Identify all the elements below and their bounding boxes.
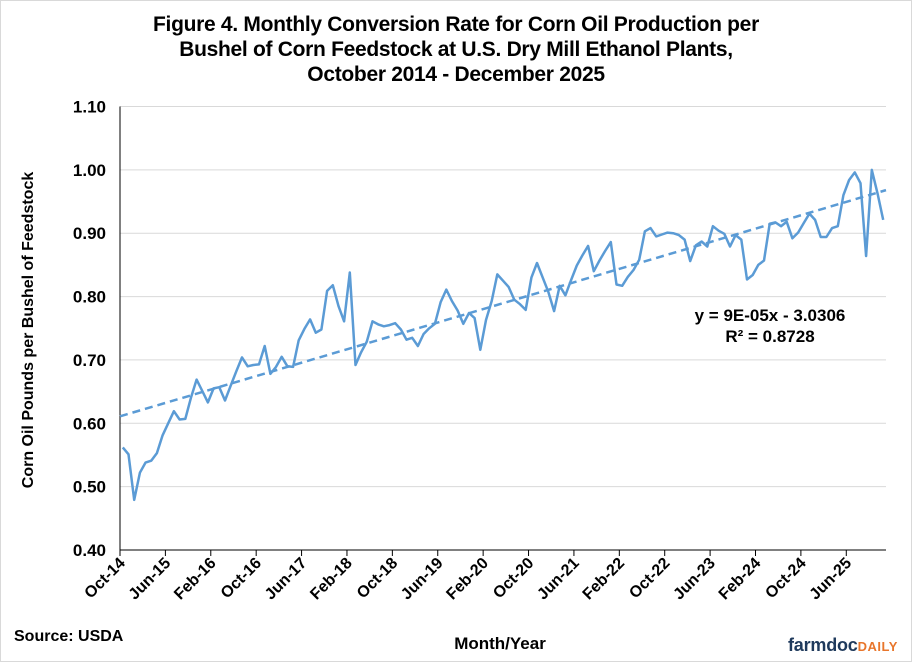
x-tick-label: Jun-21 — [534, 555, 583, 604]
title-line-2: Bushel of Corn Feedstock at U.S. Dry Mil… — [179, 38, 733, 61]
x-tick-label: Feb-24 — [716, 555, 765, 604]
x-tick-label: Oct-24 — [762, 555, 809, 602]
chart-title: Figure 4. Monthly Conversion Rate for Co… — [0, 12, 912, 87]
x-ticks: Oct-14Jun-15Feb-16Oct-16Jun-17Feb-18Oct-… — [82, 550, 856, 604]
trendline — [119, 188, 887, 418]
logo-secondary: DAILY — [857, 639, 898, 654]
y-tick-label: 0.80 — [73, 288, 106, 307]
logo-primary: farmdoc — [788, 635, 858, 655]
trendline-r-squared: R² = 0.8728 — [725, 327, 814, 346]
source-note: Source: USDA — [14, 628, 124, 645]
series-group — [121, 168, 885, 502]
x-tick-label: Jun-15 — [126, 555, 175, 604]
y-tick-labels: 0.40 0.50 0.60 0.70 0.80 0.90 1.00 1.10 — [73, 98, 106, 561]
y-tick-label: 1.00 — [73, 161, 106, 180]
x-tick-label: Oct-22 — [626, 555, 673, 602]
x-tick-label: Jun-25 — [807, 555, 856, 604]
x-tick-label: Jun-17 — [262, 555, 311, 604]
trendline-group — [119, 188, 887, 418]
y-tick-label: 0.50 — [73, 478, 106, 497]
x-tick-label: Oct-16 — [218, 555, 265, 602]
x-tick-label: Feb-20 — [443, 555, 492, 604]
trendline-equation: y = 9E-05x - 3.0306 — [695, 306, 846, 325]
x-tick-label: Feb-22 — [580, 555, 629, 604]
x-tick-label: Oct-20 — [490, 555, 537, 602]
title-line-1: Figure 4. Monthly Conversion Rate for Co… — [153, 13, 759, 36]
y-tick-label: 0.40 — [73, 541, 106, 560]
axes — [119, 106, 886, 551]
y-tick-label: 1.10 — [73, 98, 106, 117]
x-tick-label: Oct-18 — [354, 555, 401, 602]
y-tick-label: 0.60 — [73, 414, 106, 433]
y-axis-label: Corn Oil Pounds per Bushel of Feedstock — [20, 172, 37, 489]
x-tick-label: Feb-16 — [171, 555, 220, 604]
x-axis-label: Month/Year — [454, 634, 546, 653]
x-tick-label: Oct-14 — [82, 555, 129, 602]
x-tick-label: Jun-23 — [670, 555, 719, 604]
y-tick-label: 0.70 — [73, 351, 106, 370]
y-tick-label: 0.90 — [73, 224, 106, 243]
gridlines — [120, 106, 886, 488]
title-line-3: October 2014 - December 2025 — [307, 63, 605, 86]
x-tick-label: Jun-19 — [398, 555, 447, 604]
farmdoc-daily-logo: farmdocDAILY — [788, 635, 898, 656]
x-tick-label: Feb-18 — [307, 555, 356, 604]
